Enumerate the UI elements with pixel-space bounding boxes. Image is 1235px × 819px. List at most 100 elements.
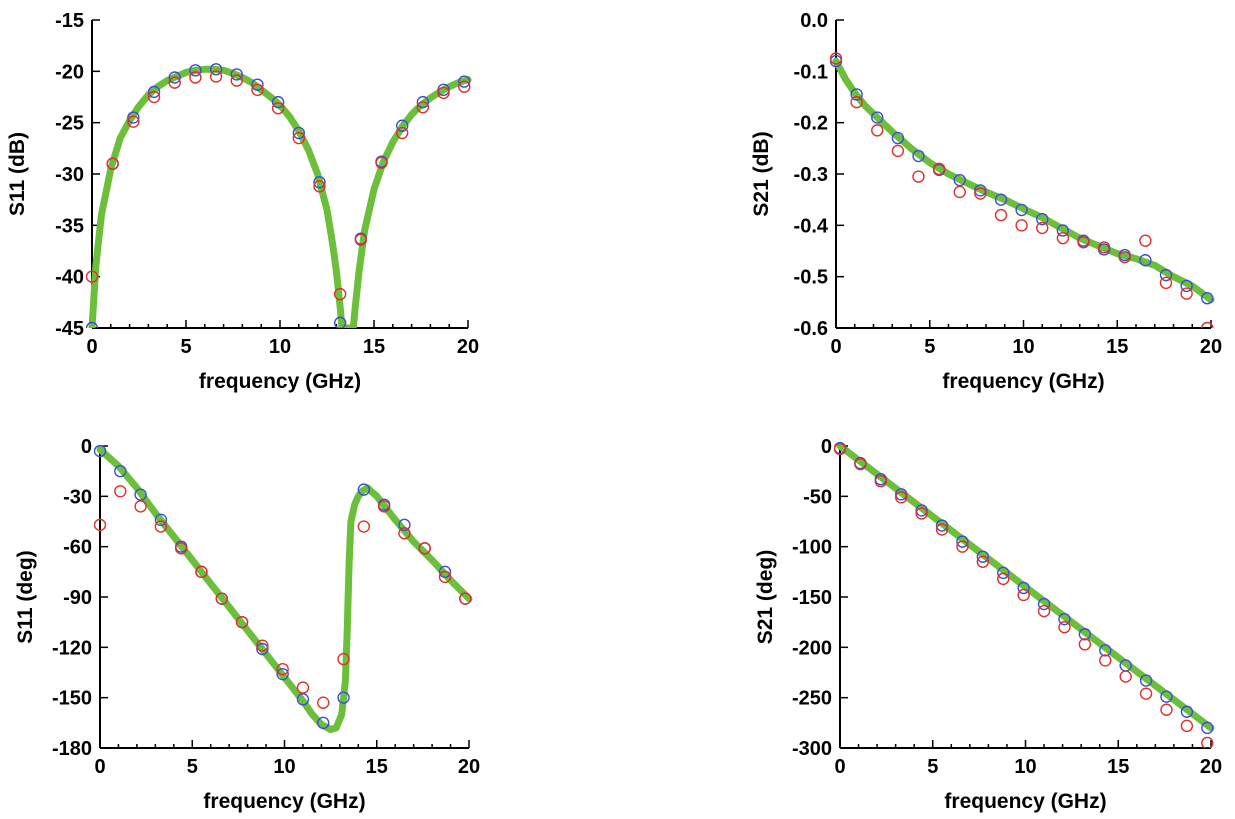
y-tick-label: -50: [803, 486, 832, 508]
data-point-red: [871, 124, 884, 137]
data-point-red: [874, 475, 888, 488]
plot-area: [86, 63, 472, 328]
x-tick-label: 0: [86, 336, 97, 358]
x-tick-label: 15: [366, 756, 388, 778]
y-axis-label: S21 (deg): [754, 550, 777, 645]
x-tick-label: 20: [1200, 756, 1222, 778]
x-tick-label: 10: [1012, 336, 1034, 358]
y-tick-label: -40: [55, 267, 84, 289]
data-point-blue: [147, 85, 161, 99]
y-axis-label: S11 (deg): [14, 550, 37, 643]
data-point-blue: [86, 321, 99, 328]
data-point-red: [459, 592, 472, 605]
data-point-red: [276, 662, 289, 676]
data-point-blue: [912, 149, 925, 163]
data-point-blue: [333, 316, 347, 328]
y-tick-label: -15: [55, 10, 84, 32]
data-point-red: [337, 652, 350, 666]
data-point-red: [953, 185, 966, 199]
y-tick-label: -90: [63, 587, 92, 609]
data-point-red: [974, 187, 987, 200]
data-point-red: [935, 523, 949, 536]
data-point-red: [458, 80, 471, 93]
y-tick-label: -60: [63, 537, 92, 559]
x-axis-label: frequency (GHz): [199, 370, 361, 393]
data-point-red: [1077, 236, 1090, 249]
data-point-red: [235, 615, 249, 629]
data-point-blue: [114, 464, 127, 478]
data-point-blue: [276, 667, 289, 681]
data-point-red: [106, 157, 119, 170]
data-point-red: [215, 592, 228, 605]
data-point-blue: [976, 550, 990, 563]
data-point-red: [398, 527, 411, 540]
data-point-red: [154, 520, 168, 533]
x-tick-label: 10: [273, 756, 295, 778]
data-point-red: [375, 156, 388, 169]
data-point-blue: [956, 535, 969, 548]
x-tick-label: 5: [180, 336, 191, 358]
x-tick-label: 5: [927, 756, 938, 778]
data-point-blue: [1180, 279, 1193, 293]
data-point-red: [134, 500, 147, 513]
data-point-red: [377, 500, 391, 513]
data-point-blue: [1159, 268, 1173, 282]
y-tick-label: -200: [792, 637, 832, 659]
data-point-red: [1139, 234, 1152, 247]
data-point-blue: [915, 504, 928, 517]
data-point-red: [317, 696, 330, 709]
data-point-red: [147, 90, 161, 104]
data-point-red: [912, 170, 925, 183]
y-tick-label: -20: [55, 61, 84, 83]
data-point-red: [1036, 221, 1049, 235]
data-point-red: [1097, 241, 1111, 254]
data-point-red: [416, 101, 430, 114]
data-point-blue: [935, 519, 949, 532]
data-point-red: [1099, 654, 1112, 667]
x-tick-label: 20: [457, 336, 479, 358]
data-point-blue: [94, 444, 107, 458]
data-point-red: [174, 542, 188, 555]
plot-area: [834, 441, 1215, 748]
data-point-blue: [1139, 674, 1153, 687]
data-point-red: [891, 144, 905, 158]
y-tick-label: -0.3: [794, 164, 828, 186]
data-point-red: [1201, 321, 1214, 328]
chart-panel-s11-db: 0 5 10 15 20 -45 -40 -35 -30 -25 -20 -15 frequency (…: [6, 10, 479, 393]
data-point-blue: [189, 64, 202, 77]
data-point-blue: [317, 716, 330, 730]
x-tick-label: 0: [830, 336, 841, 358]
x-tick-label: 15: [1107, 756, 1129, 778]
y-tick-label: 0.0: [800, 10, 828, 32]
x-axis-label: frequency (GHz): [942, 370, 1104, 393]
data-point-red: [256, 639, 269, 652]
data-point-red: [1056, 231, 1070, 245]
x-axis-label: frequency (GHz): [944, 790, 1106, 813]
data-point-red: [1201, 736, 1214, 748]
data-point-blue: [1036, 212, 1049, 226]
data-point-red: [354, 233, 368, 246]
y-tick-label: -30: [55, 164, 84, 186]
data-point-blue: [974, 184, 987, 197]
data-point-blue: [251, 78, 264, 91]
y-tick-label: -180: [52, 738, 92, 760]
data-point-blue: [997, 566, 1010, 580]
data-point-red: [1078, 638, 1092, 651]
data-point-blue: [154, 513, 168, 527]
data-point-blue: [1139, 254, 1152, 267]
data-point-blue: [1201, 721, 1214, 735]
data-point-red: [1015, 219, 1028, 232]
data-point-blue: [1015, 203, 1028, 217]
y-tick-label: -0.6: [794, 318, 828, 340]
series-line: [832, 57, 1215, 304]
data-point-blue: [292, 126, 305, 140]
data-point-blue: [296, 693, 310, 706]
data-point-red: [195, 565, 208, 579]
data-point-red: [956, 540, 969, 553]
y-tick-label: -120: [52, 637, 92, 659]
data-point-red: [1180, 287, 1193, 300]
data-point-blue: [256, 642, 269, 656]
x-tick-label: 15: [363, 336, 385, 358]
y-tick-label: -0.5: [794, 267, 828, 289]
data-point-blue: [1099, 644, 1112, 657]
